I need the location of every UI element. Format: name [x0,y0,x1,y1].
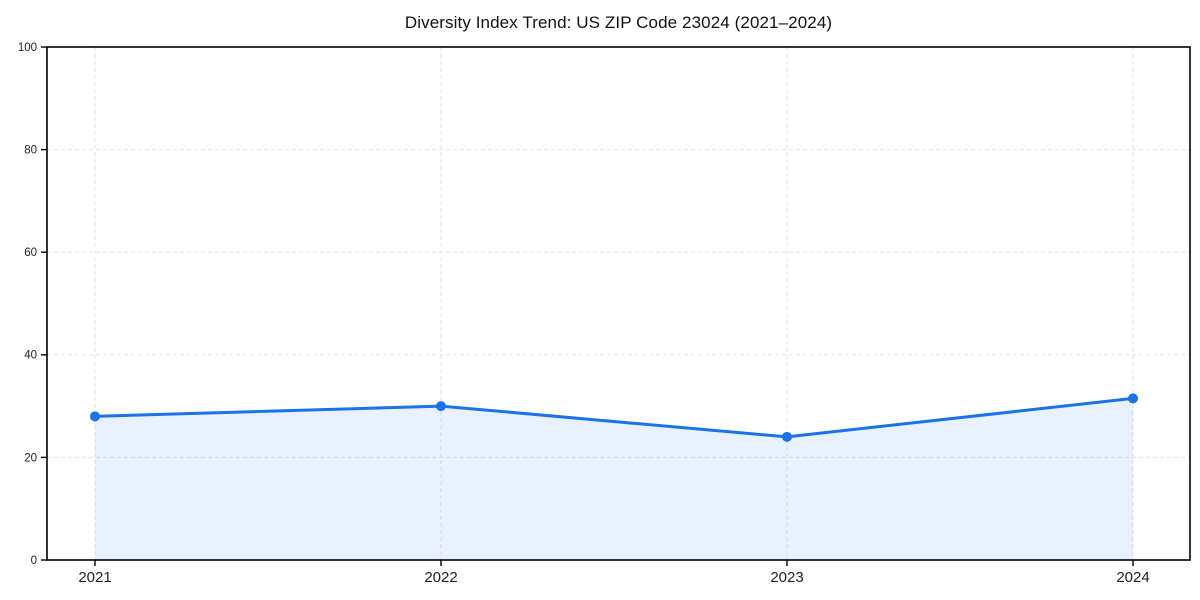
x-tick-label: 2021 [78,569,111,586]
y-tick-label: 100 [18,42,37,54]
area-fill [95,398,1133,560]
y-tick-label: 20 [24,452,37,464]
y-tick-label: 0 [31,555,37,567]
data-point-2023 [782,431,792,442]
chart-title: Diversity Index Trend: US ZIP Code 23024… [404,13,833,32]
data-point-2024 [1128,393,1138,404]
y-tick-label: 60 [24,247,37,259]
data-point-2022 [436,401,446,412]
x-tick-label: 2024 [1116,569,1149,586]
trend-line [94,396,1134,439]
y-tick-label: 80 [24,145,37,157]
y-tick-label: 40 [24,350,37,362]
x-tick-label: 2023 [770,569,803,586]
x-tick-label: 2022 [424,569,457,586]
plot-border [46,46,1191,561]
data-point-2021 [90,411,100,422]
